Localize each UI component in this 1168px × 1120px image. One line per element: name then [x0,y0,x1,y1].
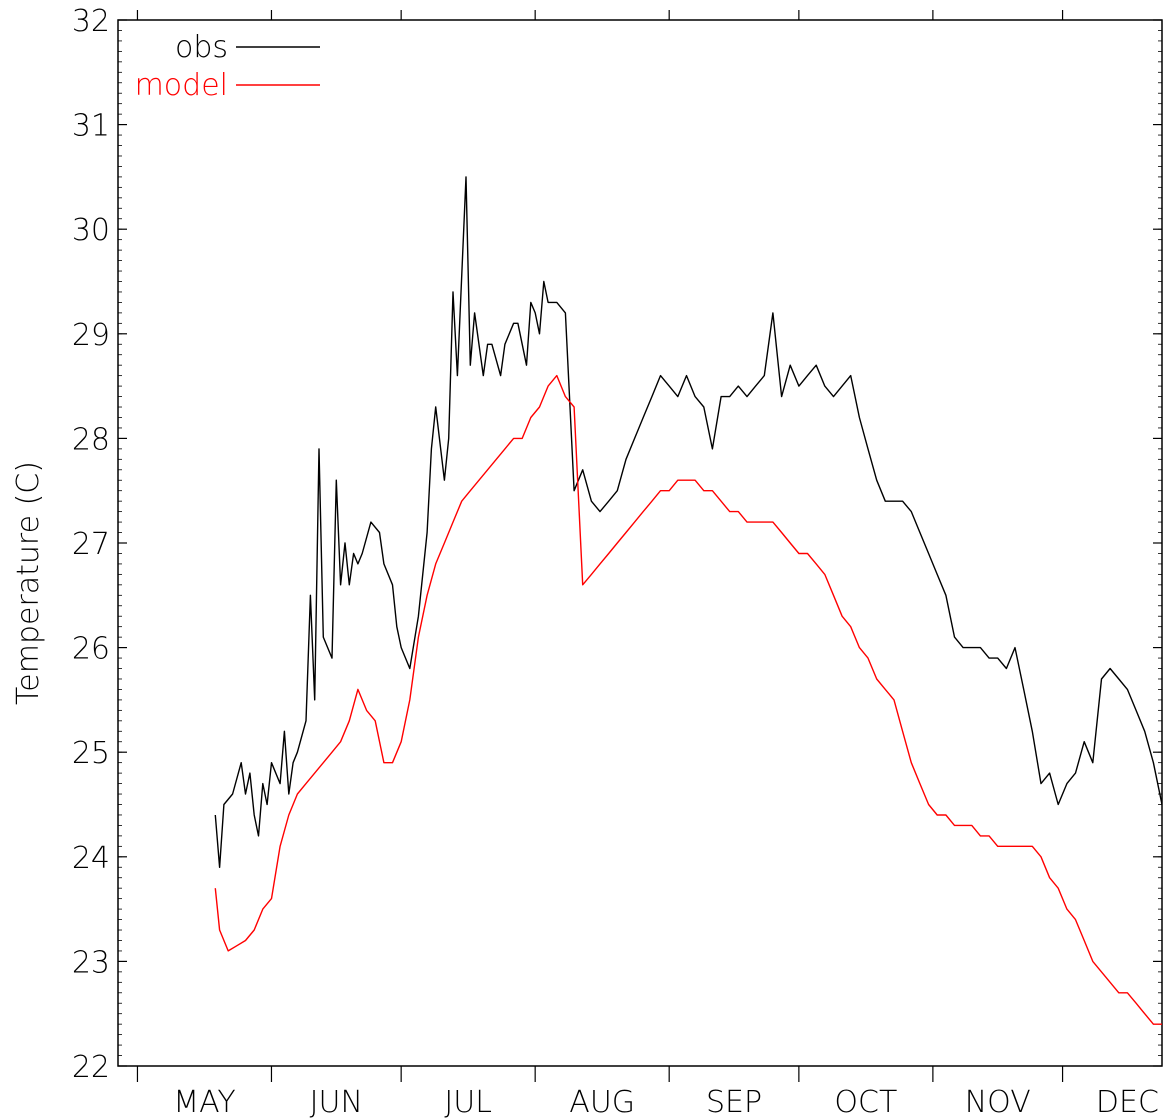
y-tick-label: 28 [72,422,110,457]
x-tick-label: JUN [310,1085,363,1120]
series-line-obs [214,176,1162,868]
y-tick-label: 24 [72,841,110,876]
series-layer [214,176,1162,1025]
legend-label-model: model [135,68,228,103]
y-tick-label: 25 [72,736,110,771]
legend-label-obs: obs [175,30,228,65]
plot-frame [117,19,1163,1067]
y-axis-title: Temperature (C) [11,461,46,705]
x-tick-label: MAY [173,1085,235,1120]
series-line-model [214,374,1162,1025]
x-tick-label: JUL [444,1085,492,1120]
y-tick-label: 30 [72,213,110,248]
x-tick-label: AUG [569,1085,635,1120]
x-tick-label: OCT [834,1085,897,1120]
y-tick-label: 29 [72,318,110,353]
y-tick-label: 22 [72,1050,110,1085]
x-tick-label: DEC [1096,1085,1159,1120]
axes: 22 23 24 25 26 27 28 29 30 31 32 MAY JUN JUL AUG SEP OCT… [72,4,1163,1120]
x-tick-label: NOV [965,1085,1031,1120]
y-tick-label: 27 [72,527,110,562]
y-tick-label: 31 [72,109,110,144]
y-tick-label: 32 [72,4,110,39]
x-tick-label: SEP [706,1085,762,1120]
y-tick-label: 23 [72,945,110,980]
y-tick-label: 26 [72,632,110,667]
